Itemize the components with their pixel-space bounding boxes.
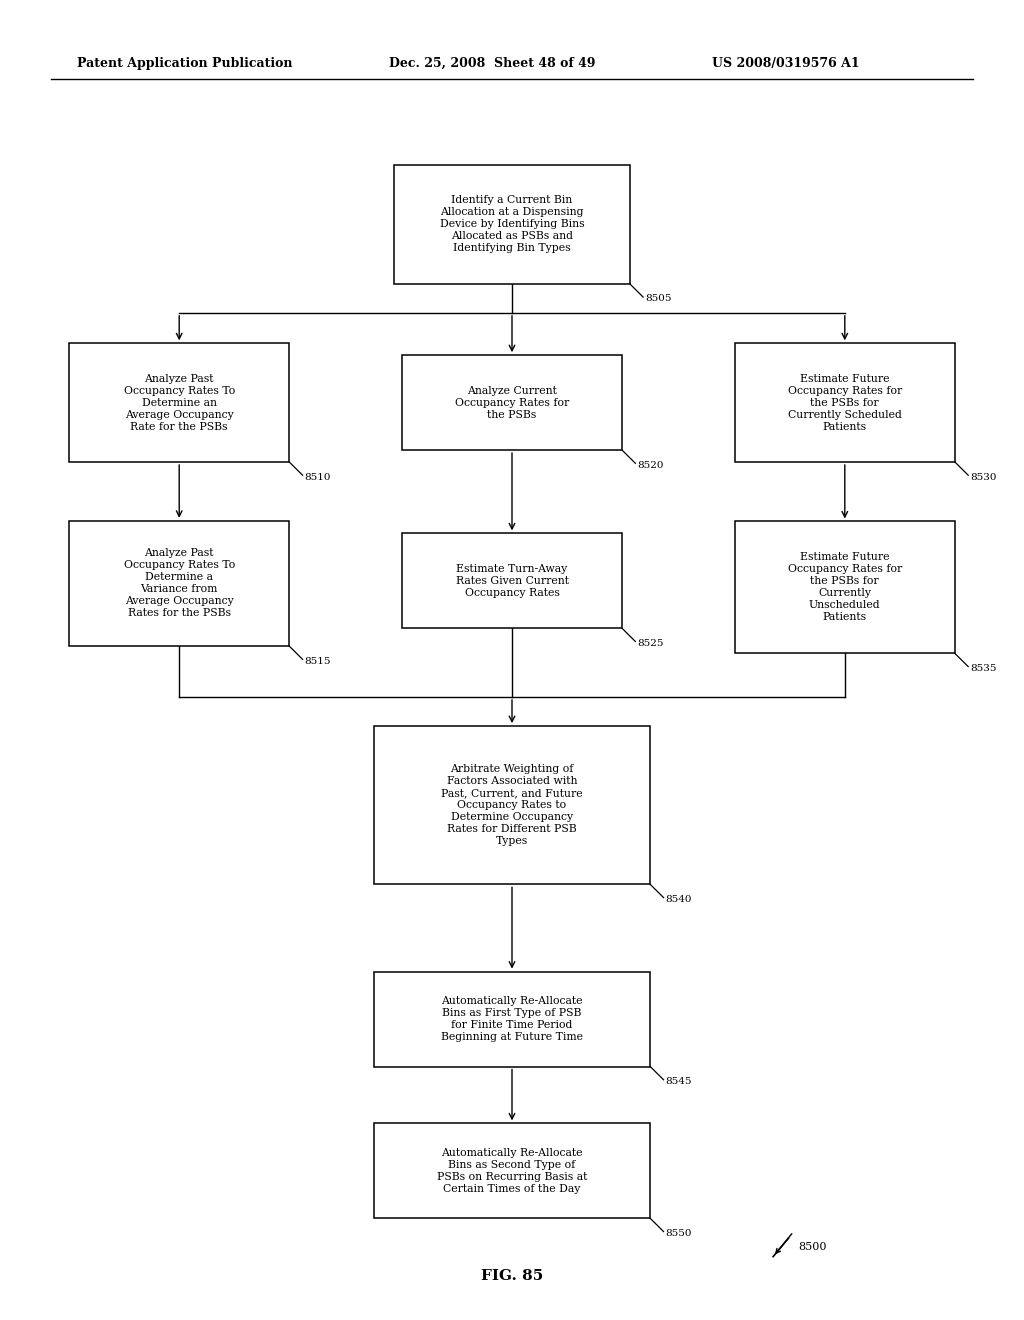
- Text: 8520: 8520: [637, 461, 664, 470]
- Bar: [69, 520, 289, 645]
- Bar: [734, 521, 954, 653]
- Text: 8535: 8535: [971, 664, 996, 673]
- Text: Dec. 25, 2008  Sheet 48 of 49: Dec. 25, 2008 Sheet 48 of 49: [389, 57, 596, 70]
- Text: Patent Application Publication: Patent Application Publication: [77, 57, 292, 70]
- Text: Analyze Past
Occupancy Rates To
Determine a
Variance from
Average Occupancy
Rate: Analyze Past Occupancy Rates To Determin…: [124, 548, 234, 619]
- Bar: [734, 343, 954, 462]
- Text: Estimate Future
Occupancy Rates for
the PSBs for
Currently
Unscheduled
Patients: Estimate Future Occupancy Rates for the …: [787, 552, 902, 623]
- Text: 8505: 8505: [645, 294, 672, 304]
- Text: 8510: 8510: [305, 473, 331, 482]
- Text: 8515: 8515: [305, 656, 331, 665]
- Bar: [394, 165, 630, 284]
- Text: Analyze Past
Occupancy Rates To
Determine an
Average Occupancy
Rate for the PSBs: Analyze Past Occupancy Rates To Determin…: [124, 374, 234, 432]
- Bar: [374, 972, 650, 1067]
- Bar: [401, 533, 623, 628]
- Bar: [401, 355, 623, 450]
- Text: Automatically Re-Allocate
Bins as First Type of PSB
for Finite Time Period
Begin: Automatically Re-Allocate Bins as First …: [441, 997, 583, 1041]
- Text: 8545: 8545: [666, 1077, 692, 1086]
- Text: Analyze Current
Occupancy Rates for
the PSBs: Analyze Current Occupancy Rates for the …: [455, 385, 569, 420]
- Text: 8540: 8540: [666, 895, 692, 904]
- Text: Arbitrate Weighting of
Factors Associated with
Past, Current, and Future
Occupan: Arbitrate Weighting of Factors Associate…: [441, 764, 583, 846]
- Text: 8530: 8530: [971, 473, 996, 482]
- Text: Estimate Future
Occupancy Rates for
the PSBs for
Currently Scheduled
Patients: Estimate Future Occupancy Rates for the …: [787, 374, 902, 432]
- Text: FIG. 85: FIG. 85: [481, 1270, 543, 1283]
- Text: Automatically Re-Allocate
Bins as Second Type of
PSBs on Recurring Basis at
Cert: Automatically Re-Allocate Bins as Second…: [437, 1148, 587, 1193]
- Text: 8500: 8500: [799, 1242, 827, 1253]
- Bar: [374, 1123, 650, 1218]
- Text: Estimate Turn-Away
Rates Given Current
Occupancy Rates: Estimate Turn-Away Rates Given Current O…: [456, 564, 568, 598]
- Text: US 2008/0319576 A1: US 2008/0319576 A1: [712, 57, 859, 70]
- Text: Identify a Current Bin
Allocation at a Dispensing
Device by Identifying Bins
All: Identify a Current Bin Allocation at a D…: [439, 195, 585, 253]
- Text: 8525: 8525: [637, 639, 664, 648]
- Bar: [69, 343, 289, 462]
- Bar: [374, 726, 650, 884]
- Text: 8550: 8550: [666, 1229, 692, 1238]
